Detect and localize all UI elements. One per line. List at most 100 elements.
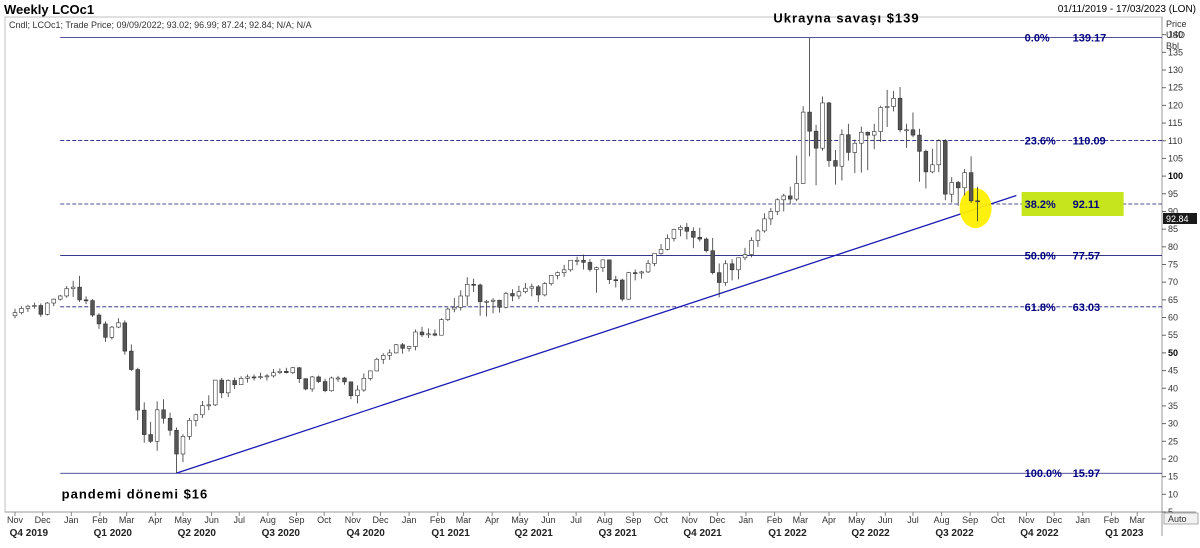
candle-body [174, 430, 179, 455]
candle-body [45, 302, 50, 315]
candle-body [213, 379, 218, 406]
candle-body [652, 253, 657, 264]
candle-body [77, 286, 82, 301]
candle [342, 376, 347, 385]
x-month-label: Jun [541, 515, 556, 525]
auto-scale-button[interactable] [1163, 512, 1199, 525]
candle-body [594, 267, 599, 270]
candle [439, 318, 444, 336]
candle-body [768, 211, 774, 220]
candle [568, 259, 573, 272]
x-quarter-label: Q4 2022 [1020, 528, 1059, 539]
y-tick-label: 95 [1168, 189, 1178, 199]
candle-body [70, 286, 76, 289]
x-quarter-label: Q3 2021 [598, 528, 637, 539]
candle-body [555, 272, 560, 276]
x-month-label: May [174, 515, 192, 525]
candle-body [406, 346, 412, 349]
candle-body [788, 195, 793, 200]
candle [833, 149, 838, 185]
x-quarter-label: Q4 2021 [683, 528, 722, 539]
x-month-label: Sep [625, 515, 641, 525]
candle-body [122, 322, 128, 352]
y-tick-label: 25 [1168, 436, 1178, 446]
candle [975, 186, 980, 222]
candle-body [962, 172, 967, 189]
y-tick-label: 115 [1168, 118, 1182, 128]
x-quarter-label: Q2 2020 [178, 528, 217, 539]
candle [238, 376, 244, 386]
candle [775, 198, 780, 215]
candle-body [697, 236, 702, 240]
candle [154, 401, 160, 451]
last-price-box [1163, 213, 1197, 224]
y-tick-label: 130 [1168, 65, 1183, 75]
candle-body [529, 286, 535, 289]
candle-body [335, 377, 341, 380]
candle-body [904, 129, 909, 132]
candle [90, 299, 95, 317]
x-quarter-label: Q2 2022 [851, 528, 890, 539]
candle [161, 399, 166, 424]
x-month-label: Dec [709, 515, 726, 525]
candle-body [684, 227, 690, 232]
y-tick-label: 65 [1168, 295, 1178, 305]
candle-body [193, 414, 199, 421]
x-month-label: Jul [234, 515, 246, 525]
x-month-label: May [848, 515, 866, 525]
candle [684, 223, 690, 240]
candle [872, 123, 877, 150]
candle-body [465, 283, 470, 297]
price-header-3: Bbl [1166, 41, 1179, 51]
candle [70, 280, 76, 298]
y-tick-label: 15 [1168, 472, 1178, 482]
candle [865, 131, 870, 171]
x-quarter-label: Q4 2019 [10, 528, 49, 539]
y-tick-label: 85 [1168, 224, 1178, 234]
candle-body [510, 293, 515, 297]
candle [800, 106, 806, 184]
chart-annotation: pandemi dönemi $16 [62, 487, 209, 502]
x-month-label: Aug [934, 515, 950, 525]
y-tick-label: 50 [1168, 348, 1178, 358]
candle-body [891, 98, 896, 107]
candle-body [923, 151, 929, 173]
candle [309, 375, 315, 392]
x-month-label: Dec [35, 515, 52, 525]
candle-body [225, 380, 231, 394]
candle-body [458, 295, 463, 308]
candle-body [271, 372, 276, 377]
candle-body [897, 98, 903, 131]
candle-body [516, 291, 522, 297]
x-month-label: Oct [991, 515, 1006, 525]
candle [213, 379, 218, 406]
candle-body [691, 230, 696, 238]
candle [652, 253, 657, 267]
candle [516, 285, 522, 300]
x-month-label: Jun [878, 515, 893, 525]
x-month-label: Oct [317, 515, 332, 525]
candle [923, 149, 929, 189]
candle-body [852, 142, 858, 153]
candle-body [297, 367, 302, 380]
candle-body [943, 140, 948, 195]
fib-percent-label: 23.6% [1025, 135, 1056, 147]
candle [290, 367, 295, 375]
candle-body [800, 111, 806, 184]
y-tick-label: 30 [1168, 419, 1178, 429]
x-month-label: Aug [597, 515, 613, 525]
candle [180, 434, 186, 463]
candle [232, 377, 237, 389]
candle [632, 269, 638, 281]
candle [729, 259, 735, 281]
candle-body [19, 308, 24, 313]
candle [781, 193, 786, 212]
candle [768, 207, 774, 225]
candle [658, 243, 664, 255]
candle-body [419, 331, 425, 336]
candle [626, 271, 631, 300]
x-month-label: Oct [654, 515, 669, 525]
x-month-label: Dec [1046, 515, 1063, 525]
